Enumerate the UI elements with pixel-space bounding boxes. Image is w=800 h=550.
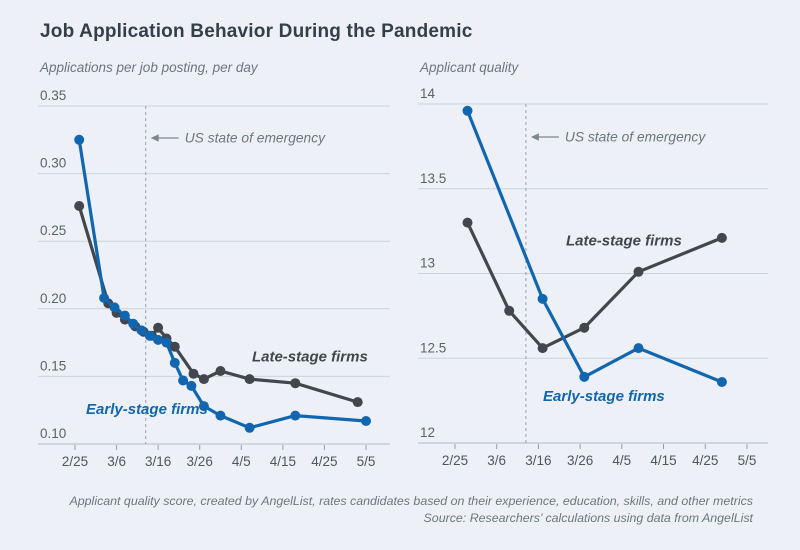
late-stage-firms-label: Late-stage firms [566,232,682,249]
early-stage-firms-point [633,343,644,354]
late-stage-firms-point [462,217,473,228]
x-axis-tick-label: 4/25 [692,453,718,468]
early-stage-firms-point [198,401,209,412]
footnote-source: Source: Researchers’ calculations using … [423,510,753,525]
late-stage-firms-point [188,368,199,379]
x-axis-tick-label: 4/25 [311,454,337,469]
late-stage-firms-point [537,343,548,354]
y-axis-tick-label: 0.35 [40,88,66,103]
late-stage-firms-point [352,397,363,408]
footnote: Applicant quality score, created by Ange… [40,493,753,526]
early-stage-firms-point [128,318,139,329]
early-stage-firms-point [186,380,197,391]
late-stage-firms-point [169,341,180,352]
early-stage-firms-point [74,134,85,145]
left-axis-title: Applications per job posting, per day [40,60,258,75]
x-axis-tick-label: 3/6 [107,454,126,469]
late-stage-firms-point [579,322,590,333]
early-stage-firms-point [462,105,473,116]
x-axis-tick-label: 3/26 [187,454,213,469]
y-axis-tick-label: 0.15 [40,358,66,373]
early-stage-firms-label: Early-stage firms [543,388,665,405]
annotation-label: US state of emergency [185,131,326,146]
early-stage-firms-point [716,377,727,387]
late-stage-firms-point [215,366,226,376]
early-stage-firms-line [77,138,368,430]
late-stage-firms-point [74,201,85,211]
late-stage-firms-point [290,378,301,389]
y-axis-tick-label: 14 [420,86,436,101]
x-axis-tick-label: 2/25 [442,453,468,468]
early-stage-firms-point [119,310,130,321]
late-stage-firms-label: Late-stage firms [252,348,368,365]
late-stage-firms-point [244,374,255,385]
early-stage-firms-point [579,371,590,382]
page-title: Job Application Behavior During the Pand… [40,21,473,42]
early-stage-firms-point [109,302,120,313]
y-axis-tick-label: 0.30 [40,156,66,171]
late-stage-firms-point [716,232,727,243]
y-axis-tick-label: 12.5 [420,340,446,355]
early-stage-firms-point [215,410,226,421]
early-stage-firms-point [290,410,301,421]
x-axis-tick-label: 3/26 [567,453,593,468]
x-axis-tick-label: 4/5 [612,453,631,468]
x-axis-tick-label: 5/5 [357,454,376,469]
early-stage-firms-point [178,375,189,386]
y-axis-tick-label: 0.20 [40,291,66,306]
early-stage-firms-point [99,293,110,303]
footnote-line: Applicant quality score, created by Ange… [69,494,753,508]
y-axis-tick-label: 13 [420,256,435,271]
annotation-arrowhead-icon [150,134,159,142]
late-stage-firms-point [504,305,515,316]
y-axis-tick-label: 0.25 [40,223,66,238]
early-stage-firms-point [169,357,180,368]
early-stage-firms-point [161,337,172,348]
late-stage-firms-point [198,374,209,385]
x-axis-tick-label: 3/16 [145,454,171,469]
y-axis-tick-label: 13.5 [420,171,446,186]
x-axis-tick-label: 2/25 [62,454,88,469]
early-stage-firms-point [136,325,147,336]
early-stage-firms-label: Early-stage firms [86,401,208,418]
early-stage-firms-point [144,330,155,341]
x-axis-tick-label: 3/6 [487,453,506,468]
right-axis-title: Applicant quality [420,60,519,75]
early-stage-firms-point [244,422,255,433]
early-stage-firms-point [361,416,371,426]
x-axis-tick-label: 4/15 [270,454,296,469]
late-stage-firms-point [633,266,644,277]
x-axis-tick-label: 5/5 [738,453,757,468]
y-axis-tick-label: 12 [420,425,435,440]
late-stage-firms-point [153,322,164,333]
early-stage-firms-point [537,293,548,304]
x-axis-tick-label: 4/15 [650,453,676,468]
early-stage-firms-point [153,334,164,345]
annotation-arrowhead-icon [530,133,539,141]
y-axis-tick-label: 0.10 [40,426,66,441]
x-axis-tick-label: 3/16 [525,453,551,468]
annotation-label: US state of emergency [565,130,706,145]
x-axis-tick-label: 4/5 [232,454,251,469]
